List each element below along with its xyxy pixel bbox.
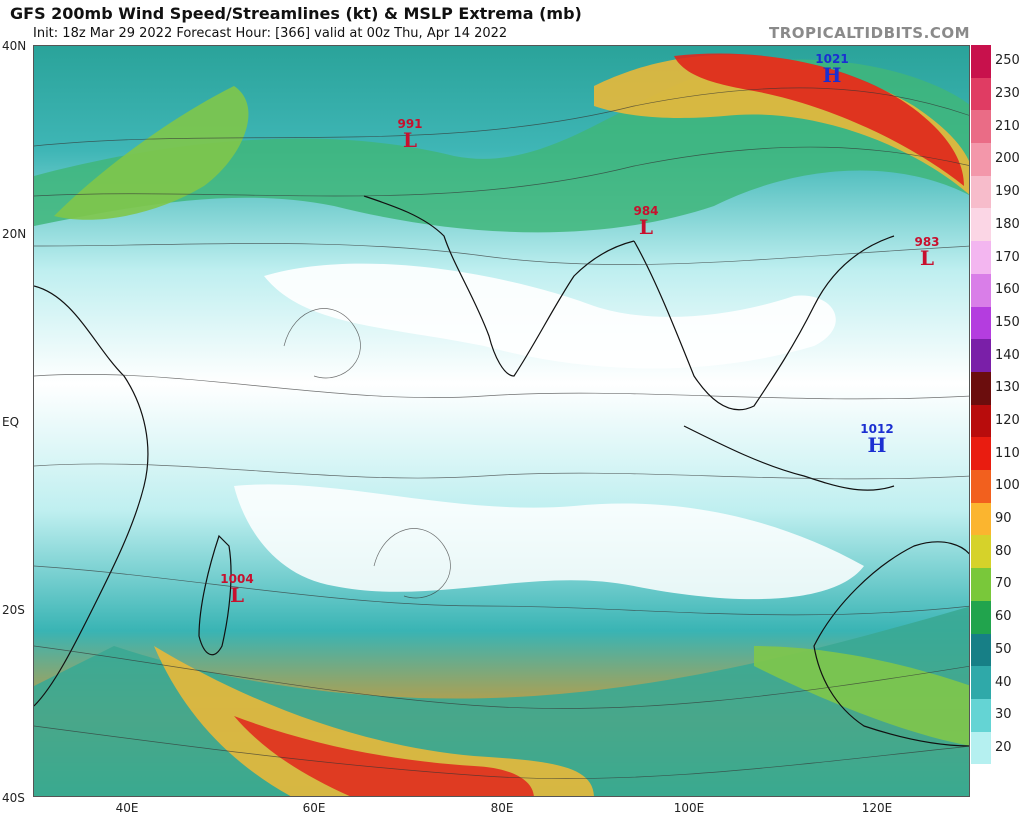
colorbar-label: 170 [995,249,1020,265]
lon-label-80e: 80E [490,801,514,815]
colorbar-label: 20 [995,739,1012,755]
colorbar-label: 210 [995,118,1020,134]
streamlines [34,87,969,780]
northern-jet-max [674,53,964,187]
colorbar-cell [971,437,991,471]
indonesia-coastline [683,425,895,491]
southern-jet-core [154,646,594,796]
colorbar-label: 130 [995,380,1020,396]
low-symbol: L [638,215,654,239]
australia-jet [754,646,969,746]
australia-coastline [813,541,969,747]
pressure-value: 991 [397,117,423,131]
pressure-value: 984 [633,204,659,218]
lon-label-120e: 120E [861,801,893,815]
colorbar-label: 80 [995,543,1012,559]
lon-label-60e: 60E [302,801,326,815]
lon-label-100e: 100E [673,801,705,815]
colorbar-cell [971,535,991,569]
colorbar-label: 250 [995,53,1020,69]
colorbar-cell [971,600,991,634]
pressure-value: 983 [914,235,940,249]
colorbar-label: 40 [995,674,1012,690]
pressure-high-1021: 1021 H [815,53,848,85]
lat-label-40s: 40S [2,791,25,805]
colorbar-cell [971,110,991,144]
map-title: GFS 200mb Wind Speed/Streamlines (kt) & … [10,4,582,23]
colorbar-label: 190 [995,184,1020,200]
colorbar-cell [971,470,991,504]
colorbar-cell [971,633,991,667]
lat-label-20n: 20N [2,227,27,241]
lat-label-eq: EQ [2,415,20,429]
colorbar-label: 180 [995,216,1020,232]
colorbar-label: 140 [995,347,1020,363]
lat-label-20s: 20S [2,603,25,617]
colorbar-label: 230 [995,86,1020,102]
colorbar-cell [971,175,991,209]
pressure-low-1004: 1004 L [220,573,253,605]
southeast-asia-coastline [633,235,895,411]
india-coastline [363,195,635,377]
colorbar-cell [971,666,991,700]
colorbar-cell [971,273,991,308]
high-symbol: H [822,63,842,87]
lat-label-40n: 40N [2,39,27,53]
colorbar-label: 160 [995,282,1020,298]
low-symbol: L [229,583,245,607]
colorbar-cell [971,731,991,765]
colorbar-cell [971,241,991,275]
pressure-high-1012: 1012 H [860,423,893,455]
colorbar-label: 150 [995,314,1020,330]
colorbar-cell [971,45,991,79]
low-symbol: L [919,246,935,270]
wind-map: 1021 H 991 L 984 L 983 L 1012 H 1004 L [33,45,970,797]
low-symbol: L [402,128,418,152]
colorbar-label: 50 [995,641,1012,657]
colorbar-cell [971,502,991,536]
colorbar-cell [971,339,991,373]
pressure-low-991: 991 L [397,118,422,150]
map-subtitle: Init: 18z Mar 29 2022 Forecast Hour: [36… [33,26,508,41]
colorbar-cell [971,404,991,438]
colorbar-label: 110 [995,445,1020,461]
map-field [34,53,969,796]
southern-jet-max [234,716,534,796]
colorbar-cell [971,764,991,798]
colorbar-label: 60 [995,609,1012,625]
wind-speed-colorbar [971,45,991,798]
pressure-value: 1004 [220,572,254,586]
colorbar-label: 70 [995,576,1012,592]
pressure-value: 1012 [860,422,894,436]
lon-label-40e: 40E [115,801,139,815]
colorbar-cell [971,306,991,340]
madagascar-coastline [198,534,232,656]
pressure-low-983: 983 L [914,236,939,268]
colorbar-cell [971,77,991,111]
calm-zone-south [234,484,864,600]
colorbar-cell [971,143,991,177]
colorbar-cell [971,371,991,406]
colorbar-cell [971,568,991,602]
pressure-value: 1021 [815,52,849,66]
colorbar-label: 100 [995,478,1020,494]
pressure-low-984: 984 L [633,205,658,237]
colorbar-label: 90 [995,511,1012,527]
colorbar-label: 200 [995,151,1020,167]
brand-watermark: TROPICALTIDBITS.COM [769,24,970,42]
arabian-jet [54,86,249,220]
colorbar-label: 30 [995,707,1012,723]
africa-coastline [34,285,149,707]
colorbar-cell [971,698,991,733]
colorbar-label: 120 [995,413,1020,428]
colorbar-cell [971,208,991,242]
high-symbol: H [867,433,887,457]
